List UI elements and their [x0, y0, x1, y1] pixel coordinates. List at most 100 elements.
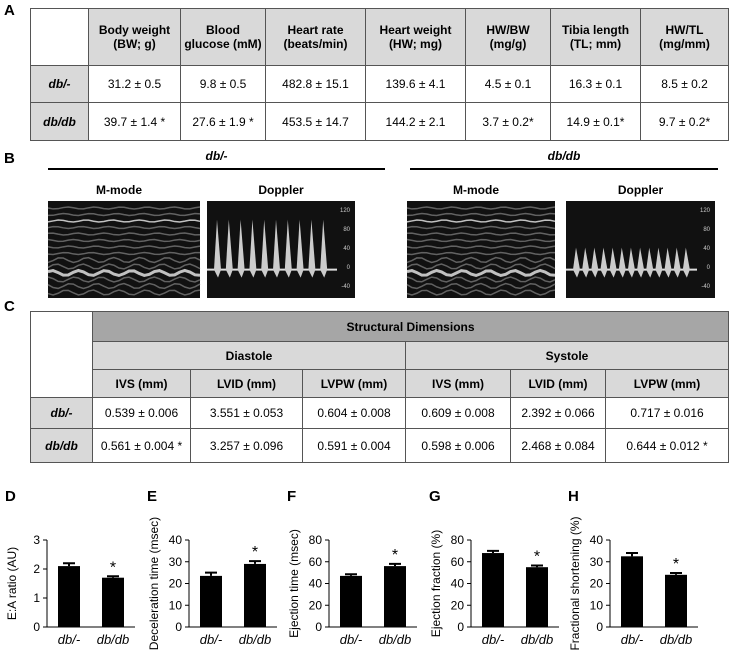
- column-cell: LVPW (mm): [302, 369, 406, 398]
- tissue-band: [406, 251, 556, 256]
- tissue-band: [406, 206, 556, 210]
- table-a: Body weight (BW; g) Blood glucose (mM) Hea…: [30, 8, 729, 141]
- panel-label: D: [5, 488, 16, 505]
- cell: 9.7 ± 0.2*: [640, 102, 729, 141]
- corner-cell: [30, 8, 89, 66]
- y-tick-label: 20: [309, 598, 323, 612]
- cell: 0.604 ± 0.008: [302, 397, 406, 429]
- cell: 9.8 ± 0.5: [180, 65, 266, 103]
- y-tick-label: 60: [451, 555, 465, 569]
- x-tick-label: db/db: [660, 632, 693, 647]
- error-bar: [626, 552, 638, 557]
- y-tick-label: 20: [590, 577, 604, 591]
- corner-cell: [30, 311, 93, 398]
- doppler-tick: 80: [343, 227, 350, 233]
- cell: 0.591 ± 0.004: [302, 428, 406, 463]
- y-tick-label: 0: [315, 620, 322, 634]
- x-tick-label: db/db: [379, 632, 412, 647]
- error-bar: [487, 549, 499, 554]
- tissue-band: [406, 245, 556, 249]
- y-tick-label: 80: [309, 533, 323, 547]
- header-row: Body weight (BW; g) Blood glucose (mM) Hea…: [30, 8, 729, 66]
- row-label: db/db: [30, 428, 93, 463]
- header-cell: HW/BW (mg/g): [465, 8, 551, 66]
- cell: 39.7 ± 1.4 *: [88, 102, 181, 141]
- significance-marker: *: [110, 559, 116, 576]
- header-cell: Heart weight (HW; mg): [365, 8, 466, 66]
- cell: 2.392 ± 0.066: [510, 397, 606, 429]
- x-tick-label: db/-: [58, 632, 81, 647]
- y-axis-label: Ejection time (msec): [287, 529, 301, 638]
- panel-label: H: [568, 488, 579, 505]
- tissue-band: [406, 225, 556, 230]
- echo-image: [48, 201, 200, 298]
- tissue-band: [406, 263, 556, 270]
- tissue-band: [47, 245, 201, 249]
- tissue-band: [47, 238, 201, 243]
- tissue-band: [406, 219, 556, 223]
- group-title: db/-: [206, 149, 228, 163]
- column-cell: IVS (mm): [405, 369, 511, 398]
- doppler-tick: -40: [701, 284, 710, 290]
- doppler-tick: 40: [343, 246, 350, 252]
- y-tick-label: 1: [33, 591, 40, 605]
- table-title: Structural Dimensions: [91, 311, 730, 342]
- phase-cell: Systole: [404, 341, 730, 370]
- y-tick-label: 10: [169, 598, 183, 612]
- y-tick-label: 40: [169, 533, 183, 547]
- column-cell: LVID (mm): [510, 369, 606, 398]
- x-tick-label: db/-: [482, 632, 505, 647]
- doppler-spike: [682, 247, 690, 278]
- doppler-spike: [249, 219, 257, 278]
- doppler-spike: [225, 219, 233, 278]
- significance-marker: *: [392, 547, 398, 564]
- doppler-spike: [214, 219, 221, 278]
- doppler-spike: [600, 247, 608, 278]
- cell: 31.2 ± 0.5: [88, 65, 181, 103]
- panel-label: C: [4, 298, 15, 315]
- tissue-band: [406, 268, 556, 278]
- tissue-band: [406, 256, 556, 264]
- phase-row: Diastole Systole: [31, 341, 730, 370]
- y-axis-label: E:A ratio (AU): [5, 547, 19, 620]
- tissue-band: [406, 232, 556, 236]
- doppler-tick: 0: [707, 265, 711, 271]
- cell: 0.561 ± 0.004 *: [92, 428, 191, 463]
- error-bar: [205, 571, 217, 576]
- y-tick-label: 30: [590, 555, 604, 569]
- row-label: db/-: [30, 397, 93, 429]
- cell: 0.609 ± 0.008: [405, 397, 511, 429]
- bar: [482, 553, 504, 627]
- error-bar: [249, 560, 261, 564]
- cell: 16.3 ± 0.1: [550, 65, 641, 103]
- bar: [340, 575, 362, 627]
- doppler-spike: [284, 219, 292, 278]
- header-cell: HW/TL (mg/mm): [640, 8, 729, 66]
- header-cell: Tibia length (TL; mm): [550, 8, 641, 66]
- doppler-spike: [664, 247, 672, 278]
- row-label: db/db: [30, 102, 89, 141]
- view-label: Doppler: [258, 183, 304, 197]
- y-tick-label: 0: [457, 620, 464, 634]
- doppler-spike: [673, 247, 681, 278]
- y-tick-label: 0: [33, 620, 40, 634]
- doppler-spike: [618, 247, 626, 278]
- row-label: db/-: [30, 65, 89, 103]
- y-tick-label: 3: [33, 533, 40, 547]
- y-tick-label: 0: [596, 620, 603, 634]
- x-tick-label: db/db: [521, 632, 554, 647]
- header-cell: Heart rate (beats/min): [265, 8, 366, 66]
- cell: 2.468 ± 0.084: [510, 428, 606, 463]
- column-cell: IVS (mm): [92, 369, 191, 398]
- doppler-spike: [582, 247, 590, 278]
- y-tick-label: 20: [451, 598, 465, 612]
- doppler-spike: [573, 247, 580, 278]
- tissue-band: [47, 256, 201, 264]
- data-row: db/- 0.539 ± 0.006 3.551 ± 0.053 0.604 ± 0.…: [30, 397, 730, 429]
- y-axis-label: Deceleration time (msec): [147, 517, 161, 650]
- data-row: db/- 31.2 ± 0.5 9.8 ± 0.5 482.8 ± 15.1 139.6…: [30, 65, 729, 103]
- tissue-band: [406, 282, 556, 290]
- y-tick-label: 2: [33, 562, 40, 576]
- column-row: IVS (mm) LVID (mm) LVPW (mm) IVS (mm) LVID (…: [31, 369, 730, 398]
- cell: 139.6 ± 4.1: [365, 65, 466, 103]
